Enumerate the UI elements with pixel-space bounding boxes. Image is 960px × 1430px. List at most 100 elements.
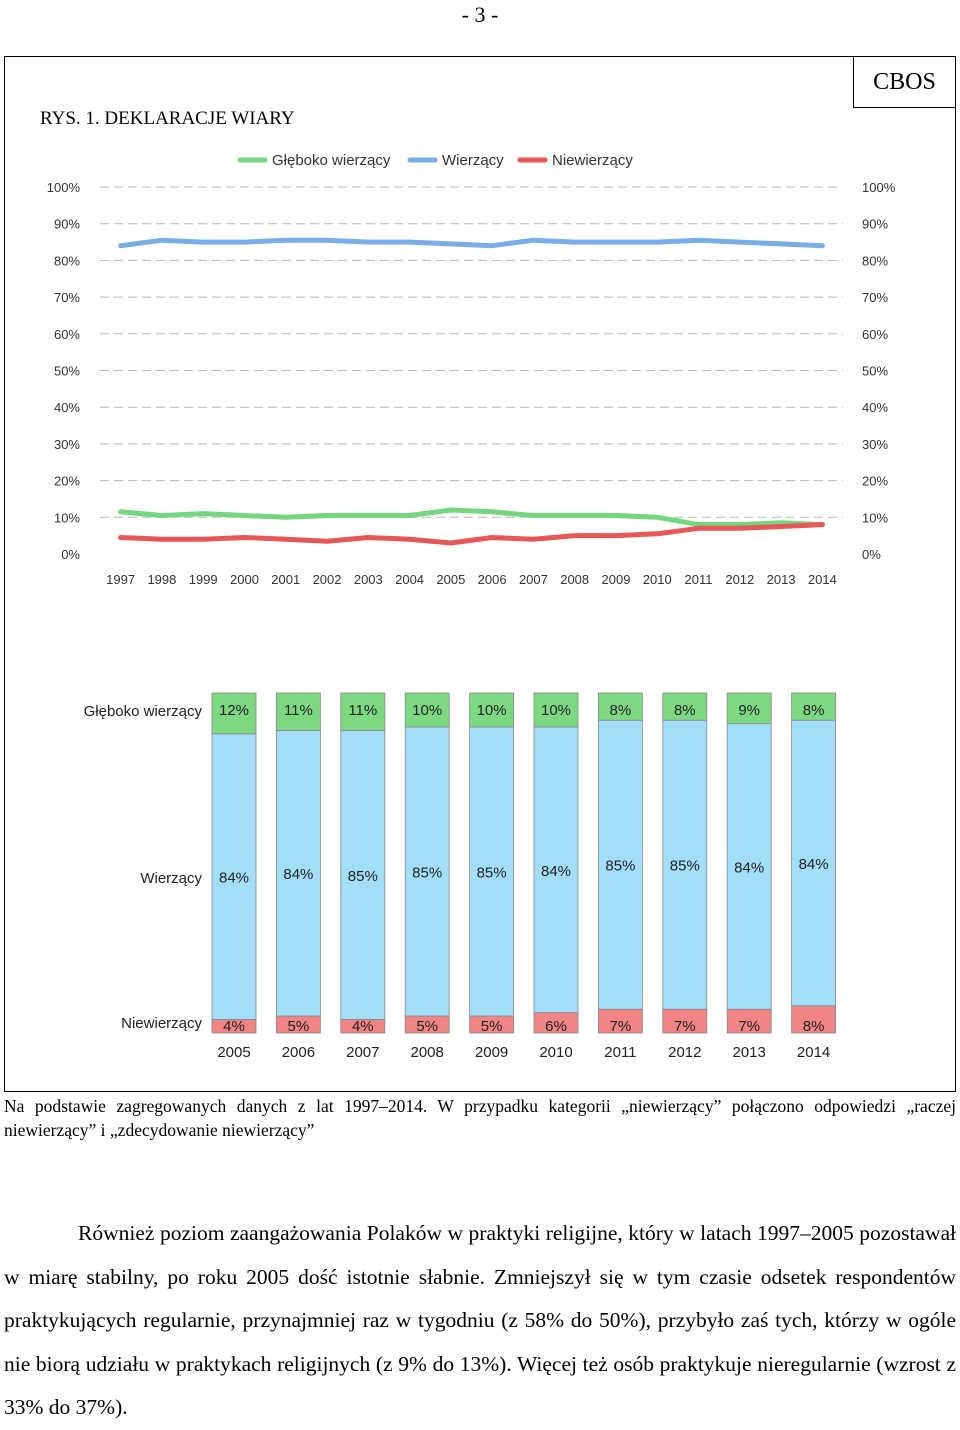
y-tick-label-left: 20% (54, 474, 80, 489)
x-tick-label: 2007 (519, 572, 548, 587)
bar-segment-2 (404, 726, 450, 1017)
series-line-2 (118, 237, 825, 249)
bar-value-label: 84% (541, 863, 571, 880)
row-label-2: Wierzący (140, 870, 202, 887)
legend-label-2: Wierzący (442, 152, 504, 169)
bar-segment-2 (533, 726, 579, 1014)
bar-segment-3 (340, 692, 386, 731)
bar-segment-2 (726, 723, 772, 1010)
category-label: 2006 (282, 1044, 315, 1061)
bar-value-label: 4% (352, 1018, 374, 1035)
y-tick-label-left: 70% (54, 290, 80, 305)
bar-value-label: 8% (803, 702, 825, 719)
x-tick-label: 2001 (271, 572, 300, 587)
category-label: 2014 (797, 1044, 830, 1061)
bar-value-label: 9% (738, 702, 760, 719)
bar-segment-2 (211, 733, 257, 1020)
bar-segment-3 (275, 692, 321, 731)
bar-value-label: 10% (477, 702, 507, 719)
category-label: 2010 (539, 1044, 572, 1061)
x-tick-label: 2014 (808, 572, 837, 587)
y-tick-label-right: 100% (862, 180, 896, 195)
x-tick-label: 2000 (230, 572, 259, 587)
bar-segment-1 (791, 1005, 836, 1034)
bar-value-label: 11% (284, 702, 313, 719)
y-tick-label-right: 80% (862, 253, 888, 268)
x-tick-label: 2013 (767, 572, 796, 587)
y-tick-label-left: 10% (54, 510, 80, 525)
category-label: 2008 (411, 1044, 444, 1061)
bar-value-label: 7% (738, 1018, 760, 1035)
bar-value-label: 10% (541, 702, 571, 719)
bar-segment-3 (791, 692, 836, 721)
series-line-1 (118, 507, 825, 528)
bar-segment-3 (533, 692, 579, 728)
bar-value-label: 8% (610, 702, 632, 719)
bar-value-label: 11% (348, 702, 377, 719)
x-tick-label: 2003 (354, 572, 383, 587)
bar-segment-2 (340, 730, 386, 1020)
row-label-3: Niewierzący (121, 1015, 202, 1032)
row-label-1: Głęboko wierzący (84, 703, 203, 720)
line-chart: Głęboko wierzący Wierzący Niewierzący 0% 0% 1… (47, 152, 896, 587)
bar-segment-3 (211, 692, 257, 735)
y-tick-label-right: 10% (862, 510, 888, 525)
bar-value-label: 84% (219, 870, 249, 887)
bar-value-label: 8% (674, 702, 696, 719)
x-tick-label: 2011 (685, 572, 713, 587)
bar-value-label: 85% (605, 858, 635, 875)
y-tick-label-left: 100% (47, 180, 81, 195)
x-tick-label: 2006 (478, 572, 507, 587)
body-paragraph-text: Również poziom zaangażowania Polaków w p… (4, 1221, 956, 1419)
bar-segment-3 (726, 692, 772, 725)
y-tick-label-right: 70% (862, 290, 888, 305)
body-paragraph: Również poziom zaangażowania Polaków w p… (4, 1212, 956, 1430)
x-tick-label: 1999 (189, 572, 218, 587)
bar-segment-2 (598, 719, 643, 1010)
y-tick-label-right: 60% (862, 327, 888, 342)
bar-value-label: 85% (477, 865, 507, 882)
bar-segment-3 (469, 692, 515, 728)
bar-segment-2 (662, 719, 708, 1010)
figure-caption: Na podstawie zagregowanych danych z lat … (4, 1096, 956, 1140)
bar-value-label: 10% (412, 702, 442, 719)
bar-value-label: 8% (803, 1018, 825, 1035)
bar-value-label: 84% (283, 866, 313, 883)
page-number: - 3 - (461, 2, 499, 27)
y-tick-label-right: 40% (862, 400, 888, 415)
x-tick-label: 2008 (560, 572, 589, 587)
bar-value-label: 7% (674, 1018, 696, 1035)
bar-value-label: 6% (545, 1018, 567, 1035)
category-label: 2012 (668, 1044, 701, 1061)
category-label: 2013 (733, 1044, 766, 1061)
legend-label-1: Głęboko wierzący (272, 152, 391, 169)
x-tick-label: 2012 (725, 572, 754, 587)
figure-title: RYS. 1. DEKLARACJE WIARY (40, 108, 295, 129)
y-tick-label-left: 40% (54, 400, 80, 415)
y-tick-label-left: 30% (54, 437, 80, 452)
category-label: 2009 (475, 1044, 508, 1061)
series-line-3 (118, 522, 825, 546)
cbos-label: CBOS (853, 56, 956, 108)
y-tick-label-right: 30% (862, 437, 888, 452)
y-tick-label-right: 50% (862, 364, 888, 379)
x-tick-label: 2010 (643, 572, 672, 587)
bar-value-label: 84% (734, 859, 764, 876)
bar-value-label: 84% (799, 856, 829, 873)
bar-value-label: 12% (219, 702, 249, 719)
x-tick-label: 2005 (436, 572, 465, 587)
x-tick-label: 2009 (602, 572, 631, 587)
bar-value-label: 7% (610, 1018, 632, 1035)
category-label: 2011 (604, 1044, 636, 1061)
bar-value-label: 85% (348, 868, 378, 885)
bar-segment-3 (598, 692, 643, 721)
bar-segment-2 (469, 726, 515, 1017)
x-tick-label: 1997 (106, 572, 135, 587)
bar-value-label: 5% (288, 1018, 310, 1035)
category-label: 2005 (217, 1044, 250, 1061)
y-tick-label-right: 90% (862, 217, 888, 232)
y-tick-label-left: 90% (54, 217, 80, 232)
x-tick-label: 1998 (147, 572, 176, 587)
y-tick-label-right: 20% (862, 474, 888, 489)
bar-value-label: 85% (670, 858, 700, 875)
